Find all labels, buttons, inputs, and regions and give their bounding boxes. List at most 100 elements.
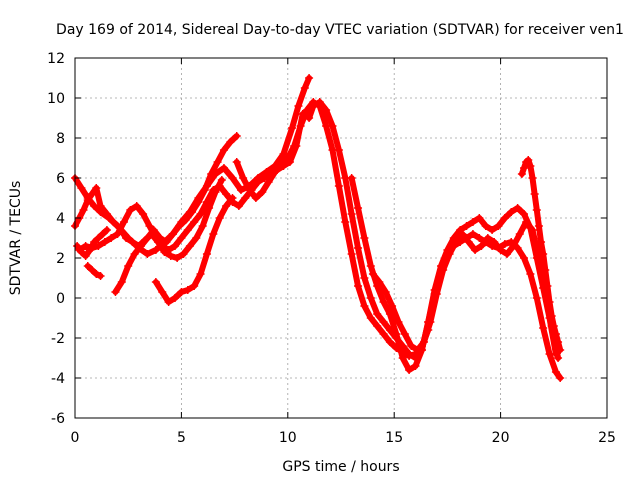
data-point xyxy=(264,178,273,186)
data-point xyxy=(526,162,535,170)
grid xyxy=(75,58,607,418)
data-point xyxy=(392,330,401,338)
data-point xyxy=(543,282,552,290)
data-point xyxy=(124,262,133,270)
y-tick-label: 4 xyxy=(56,211,65,227)
data-point xyxy=(234,202,243,210)
data-point xyxy=(215,214,224,222)
data-point xyxy=(128,238,137,246)
data-point xyxy=(173,254,182,262)
data-point xyxy=(539,324,548,332)
data-point xyxy=(215,182,224,190)
data-point xyxy=(494,222,503,230)
data-point xyxy=(171,242,180,250)
data-point xyxy=(381,288,390,296)
data-point xyxy=(528,174,537,182)
data-point xyxy=(515,230,524,238)
data-point xyxy=(368,270,377,278)
data-point xyxy=(88,266,97,274)
data-point xyxy=(77,248,86,256)
x-axis-title: GPS time / hours xyxy=(282,459,399,475)
x-tick-label: 15 xyxy=(385,430,403,446)
y-tick-label: 2 xyxy=(56,251,65,267)
data-point xyxy=(258,188,267,196)
data-point xyxy=(360,274,369,282)
data-point xyxy=(228,174,237,182)
data-point xyxy=(513,204,522,212)
data-point xyxy=(251,194,260,202)
x-tick-label: 25 xyxy=(598,430,616,446)
data-point xyxy=(241,194,250,202)
data-point xyxy=(413,346,422,354)
data-point xyxy=(94,242,103,250)
data-point xyxy=(379,330,388,338)
data-point xyxy=(111,288,120,296)
data-point xyxy=(551,368,560,376)
data-point xyxy=(143,250,152,258)
data-point xyxy=(213,158,222,166)
data-point xyxy=(315,102,324,110)
data-point xyxy=(305,74,314,82)
data-point xyxy=(134,242,143,250)
data-point xyxy=(502,250,511,258)
data-point xyxy=(185,242,194,250)
data-point xyxy=(468,230,477,238)
data-point xyxy=(219,146,228,154)
data-point xyxy=(532,206,541,214)
data-point xyxy=(439,266,448,274)
data-point xyxy=(158,288,167,296)
data-point xyxy=(132,202,141,210)
data-point xyxy=(426,318,435,326)
data-point xyxy=(222,202,231,210)
data-point xyxy=(354,204,363,212)
data-point xyxy=(288,124,297,132)
data-point xyxy=(366,294,375,302)
data-point xyxy=(194,198,203,206)
data-point xyxy=(300,84,309,92)
data-point xyxy=(162,238,171,246)
data-point xyxy=(139,210,148,218)
data-point xyxy=(354,244,363,252)
data-point xyxy=(554,338,563,346)
data-point xyxy=(520,164,529,172)
plot-frame xyxy=(74,57,608,419)
y-tick-label: 6 xyxy=(56,171,65,187)
data-point xyxy=(209,186,218,194)
data-point xyxy=(290,142,299,150)
data-point xyxy=(245,186,254,194)
data-point xyxy=(85,246,94,254)
data-point xyxy=(405,366,414,374)
data-point xyxy=(500,240,509,248)
series-line xyxy=(112,133,240,295)
data-point xyxy=(192,234,201,242)
data-point xyxy=(419,338,428,346)
data-point xyxy=(549,322,558,330)
y-axis-title: SDTVAR / TECUs xyxy=(8,181,24,296)
y-tick-label: -4 xyxy=(51,371,65,387)
data-point xyxy=(375,278,384,286)
data-point xyxy=(196,210,205,218)
data-point xyxy=(260,174,269,182)
data-point xyxy=(222,190,231,198)
data-point xyxy=(530,190,539,198)
series-line xyxy=(84,263,104,279)
data-point xyxy=(322,122,331,130)
data-point xyxy=(471,246,480,254)
data-point xyxy=(481,222,490,230)
data-point xyxy=(366,262,375,270)
data-point xyxy=(477,242,486,250)
data-point xyxy=(92,184,101,192)
data-point xyxy=(328,146,337,154)
series-track-12 xyxy=(517,156,565,354)
data-point xyxy=(122,234,131,242)
data-point xyxy=(177,288,186,296)
data-point xyxy=(202,198,211,206)
data-point xyxy=(102,210,111,218)
data-point xyxy=(366,314,375,322)
y-tick-label: 10 xyxy=(47,91,65,107)
data-point xyxy=(226,138,235,146)
data-point xyxy=(77,184,86,192)
data-point xyxy=(151,278,160,286)
data-point xyxy=(94,234,103,242)
